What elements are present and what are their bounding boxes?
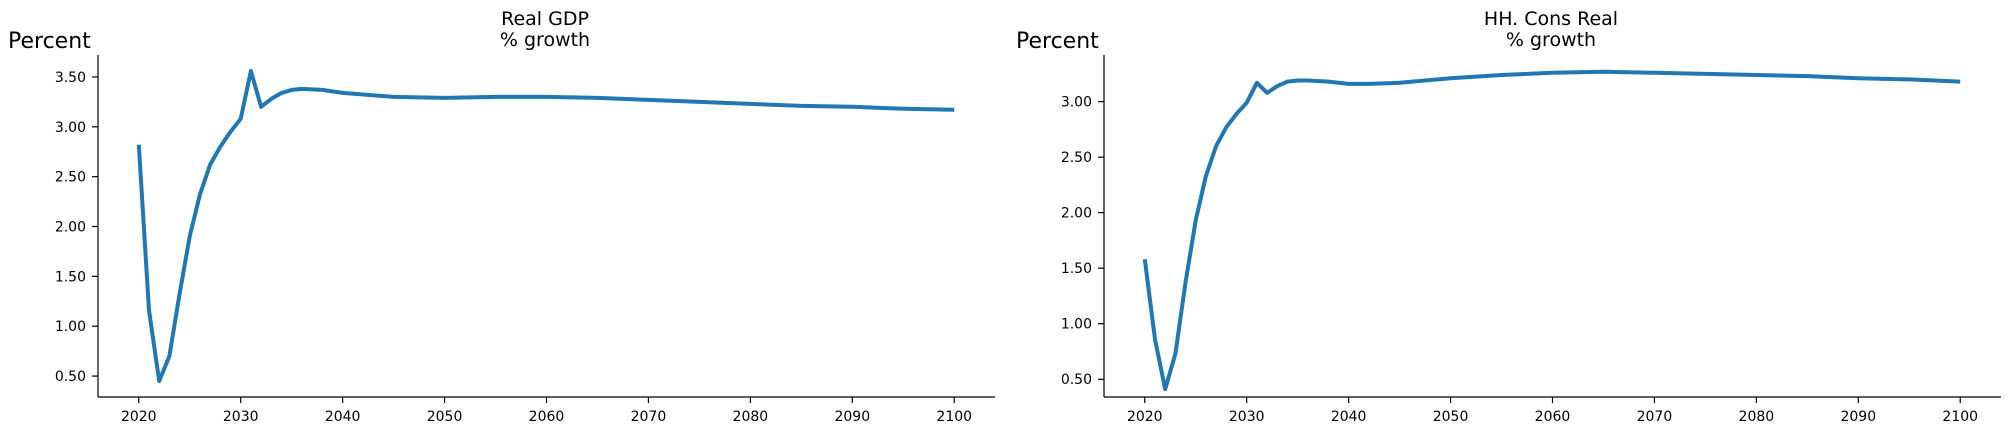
series-line — [1142, 69, 1961, 392]
chart-real-gdp: Percent Real GDP % growth 2020 2030 2040 20… — [8, 8, 995, 425]
y-tick-label: 2.50 — [55, 170, 86, 186]
x-tick-label: 2050 — [427, 409, 463, 425]
series-line — [136, 69, 955, 383]
y-tick-label: 3.00 — [55, 120, 86, 136]
chart-hh-cons-real-subtitle: % growth — [1506, 29, 1596, 51]
x-tick-label: 2070 — [631, 409, 667, 425]
y-tick-label: 0.50 — [55, 369, 86, 385]
chart-hh-cons-real-title: HH. Cons Real — [1484, 8, 1618, 30]
chart-real-gdp-title: Real GDP — [501, 8, 589, 30]
x-tick-label: 2040 — [1331, 409, 1367, 425]
y-tick-label: 3.50 — [55, 70, 86, 86]
y-tick-label: 3.00 — [1061, 95, 1092, 111]
chart-real-gdp-axes: 2020 2030 2040 2050 2060 2070 2080 2090 2100 0.50… — [55, 55, 995, 425]
chart-hh-cons-real-axes: 2020 2030 2040 2050 2060 2070 2080 2090 2100 0.50… — [1061, 55, 2001, 425]
y-tick-label: 1.50 — [1061, 261, 1092, 277]
x-tick-label: 2020 — [121, 409, 157, 425]
x-tick-label: 2060 — [1535, 409, 1571, 425]
y-tick-label: 1.00 — [1061, 317, 1092, 333]
y-tick-label: 2.50 — [1061, 150, 1092, 166]
chart-hh-cons-real-series — [1142, 69, 1961, 392]
y-tick-label: 2.00 — [55, 219, 86, 235]
x-tick-label: 2090 — [1840, 409, 1876, 425]
y-tick-label: 1.00 — [55, 319, 86, 335]
x-tick-label: 2070 — [1637, 409, 1673, 425]
chart-hh-cons-real-ylabel: Percent — [1016, 29, 1099, 54]
x-tick-label: 2100 — [1942, 409, 1978, 425]
y-tick-label: 1.50 — [55, 269, 86, 285]
x-tick-label: 2100 — [936, 409, 972, 425]
chart-real-gdp-series — [136, 69, 955, 383]
chart-hh-cons-real: Percent HH. Cons Real % growth 2020 2030 2… — [1016, 8, 2001, 425]
x-tick-label: 2040 — [325, 409, 361, 425]
y-tick-label: 0.50 — [1061, 372, 1092, 388]
x-tick-label: 2060 — [529, 409, 565, 425]
x-tick-label: 2080 — [1739, 409, 1775, 425]
x-tick-label: 2050 — [1433, 409, 1469, 425]
chart-real-gdp-subtitle: % growth — [500, 29, 590, 51]
x-tick-label: 2030 — [1229, 409, 1265, 425]
x-tick-label: 2090 — [834, 409, 870, 425]
x-tick-label: 2080 — [733, 409, 769, 425]
y-tick-label: 2.00 — [1061, 206, 1092, 222]
chart-real-gdp-ylabel: Percent — [8, 29, 91, 54]
x-tick-label: 2020 — [1127, 409, 1163, 425]
x-tick-label: 2030 — [223, 409, 259, 425]
